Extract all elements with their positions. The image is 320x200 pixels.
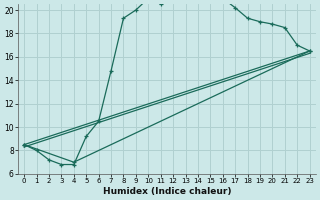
X-axis label: Humidex (Indice chaleur): Humidex (Indice chaleur) bbox=[103, 187, 231, 196]
